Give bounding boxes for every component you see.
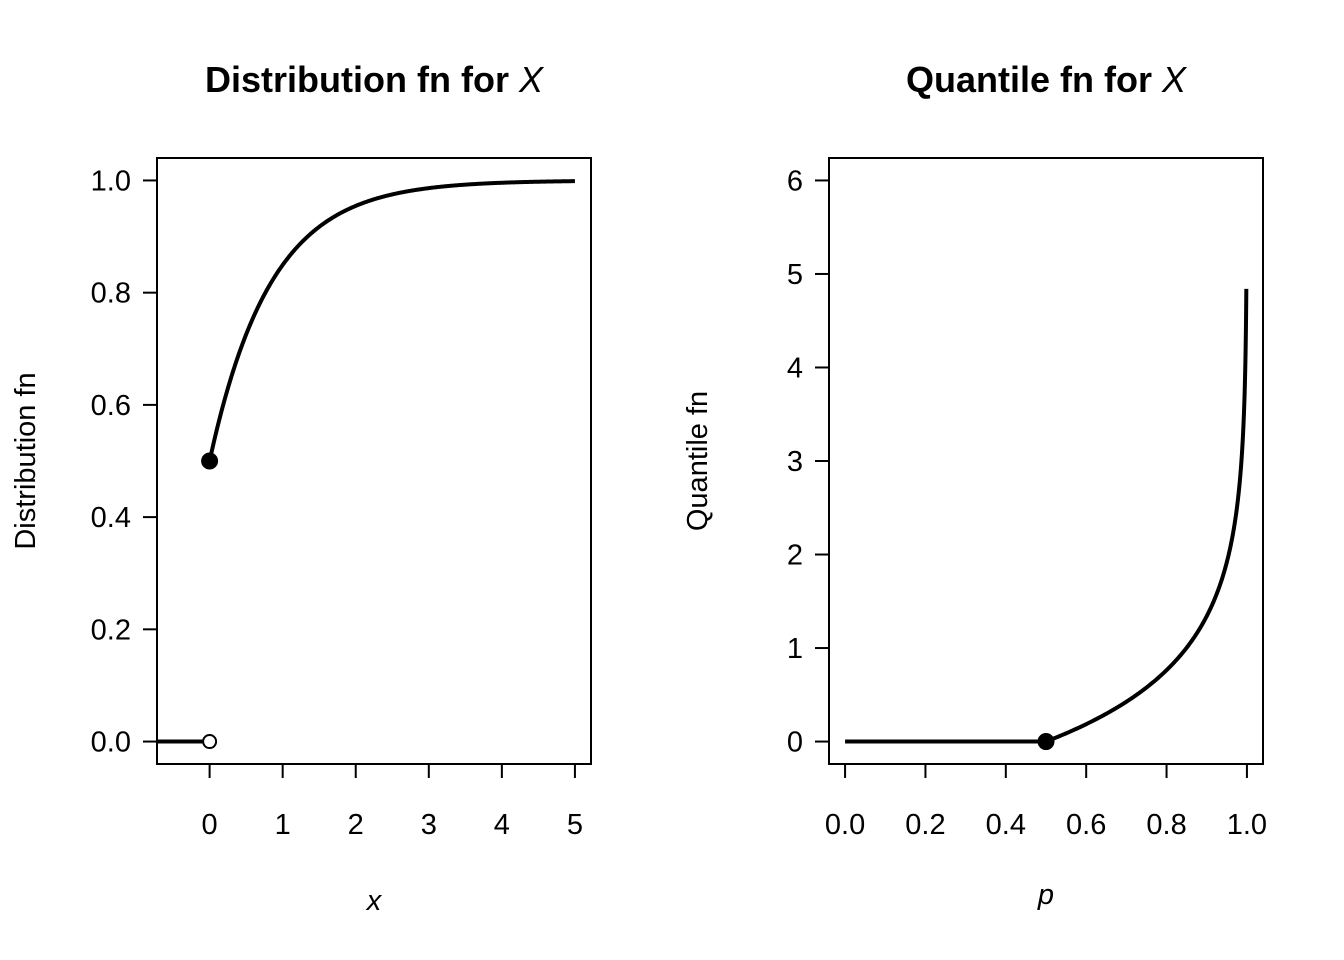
y-tick-label: 5	[787, 259, 803, 291]
chart-title: Quantile fn for X	[906, 59, 1188, 100]
quantile-fn-panel: Quantile fn for X 0.0 0.2 0.4 0.6 0.8 1.0 0 1 2…	[682, 59, 1267, 911]
chart-title: Distribution fn for X	[205, 59, 545, 100]
x-tick-label: 1	[275, 809, 291, 841]
x-tick-label: 0.8	[1146, 809, 1186, 841]
y-tick-label: 0.4	[91, 502, 131, 534]
x-tick-label: 0.6	[1066, 809, 1106, 841]
x-axis-label: x	[365, 885, 383, 917]
x-tick-label: 3	[421, 809, 437, 841]
y-tick-label: 0	[787, 727, 803, 759]
y-tick-label: 6	[787, 165, 803, 197]
y-tick-label: 0.8	[91, 278, 131, 310]
y-axis-label: Quantile fn	[682, 391, 714, 531]
y-tick-label: 1	[787, 633, 803, 665]
x-axis-label: p	[1037, 879, 1054, 911]
y-tick-label: 0.0	[91, 727, 131, 759]
y-axis-label: Distribution fn	[10, 372, 42, 549]
x-tick-label: 0	[202, 809, 218, 841]
x-tick-label: 2	[348, 809, 364, 841]
x-tick-label: 4	[494, 809, 510, 841]
y-axis: 0 1 2 3 4 5 6	[787, 165, 831, 759]
y-axis: 0.0 0.2 0.4 0.6 0.8 1.0	[91, 165, 159, 759]
x-axis: 0.0 0.2 0.4 0.6 0.8 1.0	[825, 763, 1267, 841]
y-tick-label: 4	[787, 352, 803, 384]
x-tick-label: 0.0	[825, 809, 865, 841]
x-tick-label: 1.0	[1227, 809, 1267, 841]
open-point	[202, 734, 218, 750]
y-tick-label: 1.0	[91, 165, 131, 197]
x-axis: 0 1 2 3 4 5	[202, 763, 583, 841]
x-tick-label: 5	[567, 809, 583, 841]
y-tick-label: 3	[787, 446, 803, 478]
x-tick-label: 0.4	[986, 809, 1026, 841]
plot-marks	[845, 286, 1249, 751]
y-tick-label: 0.2	[91, 614, 131, 646]
y-tick-label: 2	[787, 540, 803, 572]
series-line	[207, 179, 577, 462]
filled-point	[1037, 733, 1055, 751]
plot-frame	[828, 157, 1264, 765]
plot-marks	[157, 179, 577, 750]
y-tick-label: 0.6	[91, 390, 131, 422]
series-line	[1045, 286, 1249, 744]
filled-point	[201, 452, 219, 470]
x-tick-label: 0.2	[905, 809, 945, 841]
plot-frame	[156, 157, 592, 765]
